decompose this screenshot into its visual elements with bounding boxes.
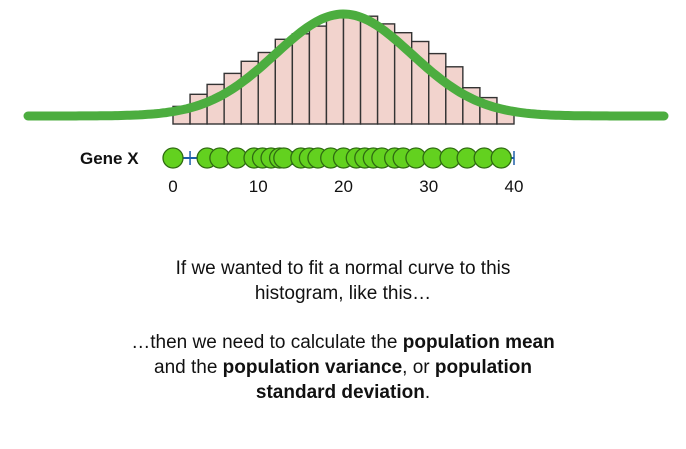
caption-text: . bbox=[424, 382, 431, 403]
caption-line-1: If we wanted to fit a normal curve to th… bbox=[175, 258, 511, 279]
population-term: population bbox=[434, 357, 532, 378]
population-variance-term: population variance bbox=[222, 357, 403, 378]
normal-curve bbox=[23, 9, 669, 121]
x-tick-label: 40 bbox=[505, 177, 524, 196]
histogram-bar bbox=[342, 13, 362, 125]
population-mean-term: population mean bbox=[402, 332, 555, 353]
data-points bbox=[162, 147, 512, 169]
histogram-bar bbox=[308, 25, 328, 125]
caption-text: …then we need to calculate the bbox=[131, 332, 403, 353]
caption-line-3: …then we need to calculate the populatio… bbox=[0, 330, 686, 355]
x-tick-label: 10 bbox=[249, 177, 268, 196]
histogram-bar bbox=[291, 33, 311, 125]
histogram-bars bbox=[172, 13, 515, 125]
histogram-figure: 0 10 20 30 40 Gene X bbox=[23, 9, 669, 196]
histogram-bar bbox=[428, 52, 447, 125]
caption-line-2: histogram, like this… bbox=[254, 283, 432, 304]
x-tick-label: 0 bbox=[168, 177, 177, 196]
standard-deviation-term: standard deviation bbox=[255, 382, 425, 403]
data-point bbox=[162, 147, 184, 169]
gene-x-label: Gene X bbox=[80, 149, 139, 168]
caption-line-4: and the population variance, or populati… bbox=[0, 355, 686, 380]
x-tick-label: 30 bbox=[419, 177, 438, 196]
histogram-bar bbox=[359, 15, 379, 125]
caption-text: and the bbox=[154, 357, 223, 378]
x-tick-label: 20 bbox=[334, 177, 353, 196]
data-point bbox=[490, 147, 512, 169]
caption-text: , or bbox=[402, 357, 435, 378]
caption-line-5: standard deviation. bbox=[0, 380, 686, 405]
histogram-bar bbox=[325, 16, 345, 125]
caption-intro: If we wanted to fit a normal curve to th… bbox=[0, 256, 686, 306]
caption-explanation: …then we need to calculate the populatio… bbox=[0, 330, 686, 405]
x-axis-tick-labels: 0 10 20 30 40 bbox=[168, 177, 523, 196]
